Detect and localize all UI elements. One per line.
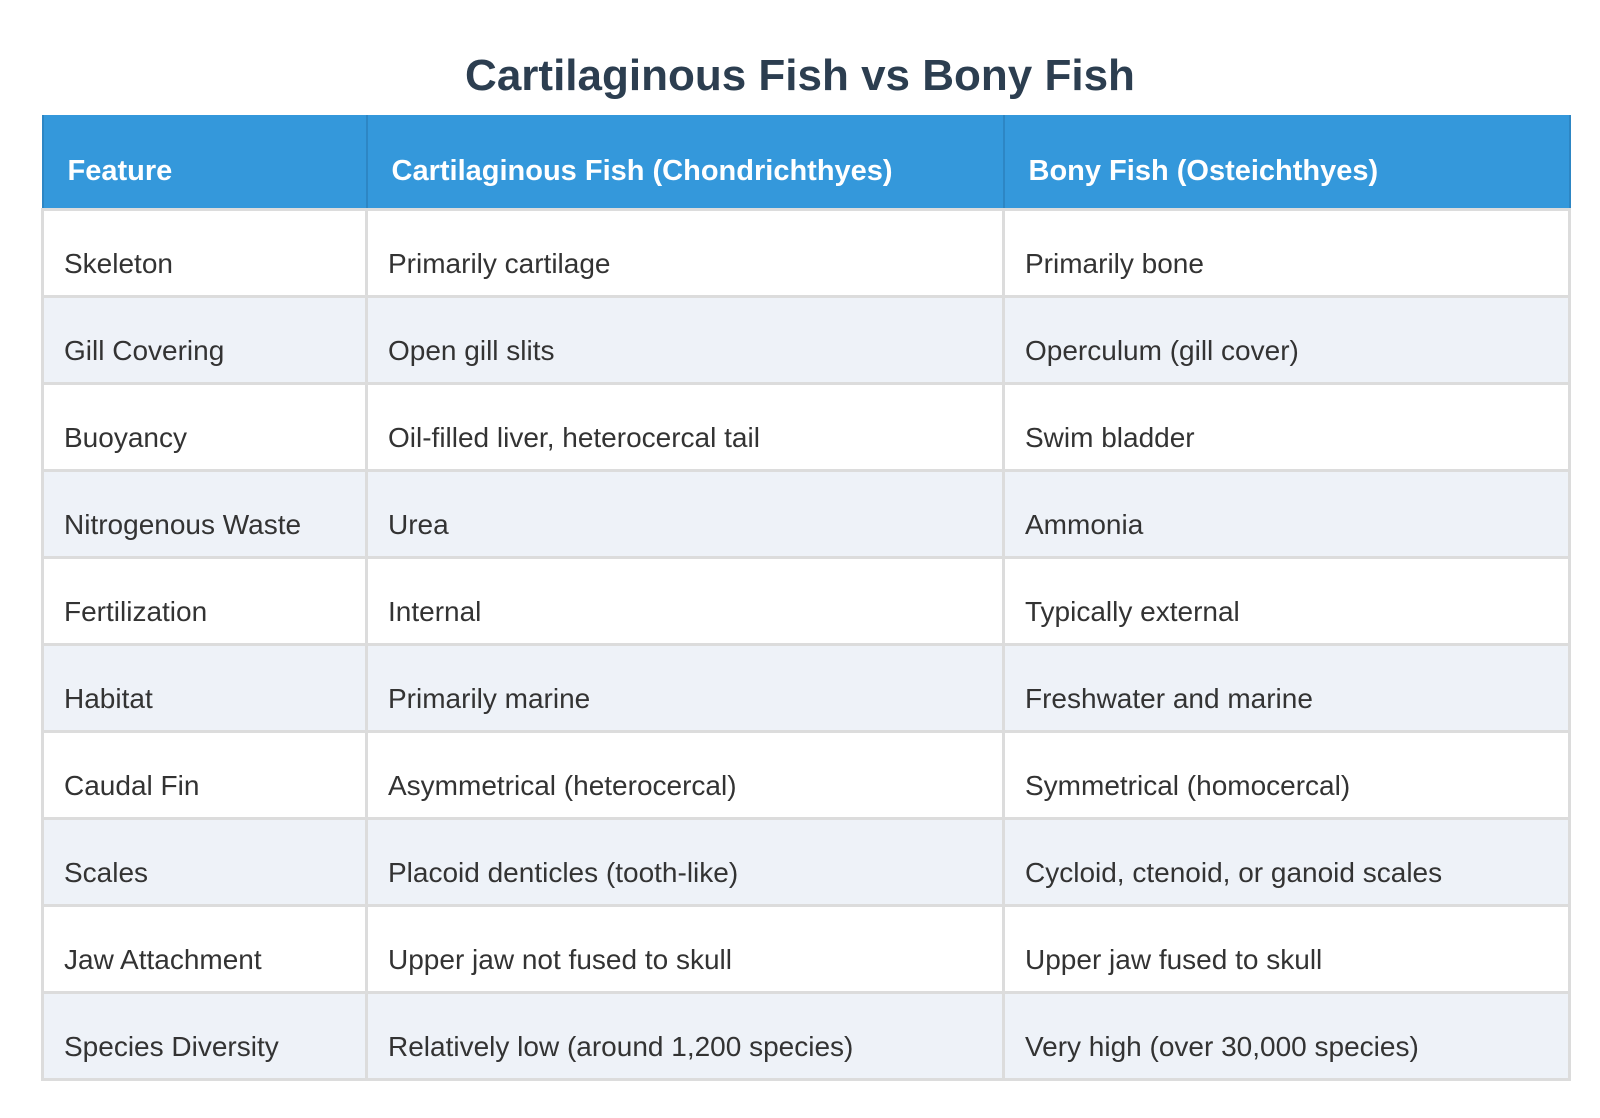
bony-cell: Operculum (gill cover) xyxy=(1002,294,1571,385)
cartilaginous-cell: Urea xyxy=(365,468,1005,559)
header-feature: Feature xyxy=(41,115,368,209)
cartilaginous-cell: Upper jaw not fused to skull xyxy=(365,903,1005,994)
cartilaginous-cell: Placoid denticles (tooth-like) xyxy=(365,816,1005,907)
table-row: Scales Placoid denticles (tooth-like) Cy… xyxy=(41,816,1571,907)
feature-cell: Jaw Attachment xyxy=(41,903,368,994)
cartilaginous-cell: Primarily cartilage xyxy=(365,207,1005,298)
bony-cell: Symmetrical (homocercal) xyxy=(1002,729,1571,820)
bony-cell: Ammonia xyxy=(1002,468,1571,559)
bony-cell: Cycloid, ctenoid, or ganoid scales xyxy=(1002,816,1571,907)
feature-cell: Buoyancy xyxy=(41,381,368,472)
comparison-table: Feature Cartilaginous Fish (Chondrichthy… xyxy=(41,115,1571,1081)
header-bony: Bony Fish (Osteichthyes) xyxy=(1002,115,1571,209)
cartilaginous-cell: Primarily marine xyxy=(365,642,1005,733)
feature-cell: Skeleton xyxy=(41,207,368,298)
table-row: Caudal Fin Asymmetrical (heterocercal) S… xyxy=(41,729,1571,820)
header-row: Feature Cartilaginous Fish (Chondrichthy… xyxy=(41,115,1571,209)
page-title: Cartilaginous Fish vs Bony Fish xyxy=(465,51,1135,100)
table-row: Habitat Primarily marine Freshwater and … xyxy=(41,642,1571,733)
header-cartilaginous: Cartilaginous Fish (Chondrichthyes) xyxy=(365,115,1005,209)
table-row: Fertilization Internal Typically externa… xyxy=(41,555,1571,646)
bony-cell: Primarily bone xyxy=(1002,207,1571,298)
bony-cell: Freshwater and marine xyxy=(1002,642,1571,733)
feature-cell: Fertilization xyxy=(41,555,368,646)
feature-cell: Scales xyxy=(41,816,368,907)
table-row: Skeleton Primarily cartilage Primarily b… xyxy=(41,207,1571,298)
cartilaginous-cell: Open gill slits xyxy=(365,294,1005,385)
table-header: Feature Cartilaginous Fish (Chondrichthy… xyxy=(41,115,1571,209)
cartilaginous-cell: Relatively low (around 1,200 species) xyxy=(365,990,1005,1081)
feature-cell: Caudal Fin xyxy=(41,729,368,820)
feature-cell: Nitrogenous Waste xyxy=(41,468,368,559)
bony-cell: Upper jaw fused to skull xyxy=(1002,903,1571,994)
table-row: Gill Covering Open gill slits Operculum … xyxy=(41,294,1571,385)
feature-cell: Species Diversity xyxy=(41,990,368,1081)
table-row: Nitrogenous Waste Urea Ammonia xyxy=(41,468,1571,559)
table-row: Species Diversity Relatively low (around… xyxy=(41,990,1571,1081)
cartilaginous-cell: Asymmetrical (heterocercal) xyxy=(365,729,1005,820)
bony-cell: Very high (over 30,000 species) xyxy=(1002,990,1571,1081)
cartilaginous-cell: Oil-filled liver, heterocercal tail xyxy=(365,381,1005,472)
cartilaginous-cell: Internal xyxy=(365,555,1005,646)
feature-cell: Habitat xyxy=(41,642,368,733)
bony-cell: Swim bladder xyxy=(1002,381,1571,472)
table-row: Jaw Attachment Upper jaw not fused to sk… xyxy=(41,903,1571,994)
feature-cell: Gill Covering xyxy=(41,294,368,385)
table-body: Skeleton Primarily cartilage Primarily b… xyxy=(41,207,1571,1081)
table-row: Buoyancy Oil-filled liver, heterocercal … xyxy=(41,381,1571,472)
bony-cell: Typically external xyxy=(1002,555,1571,646)
